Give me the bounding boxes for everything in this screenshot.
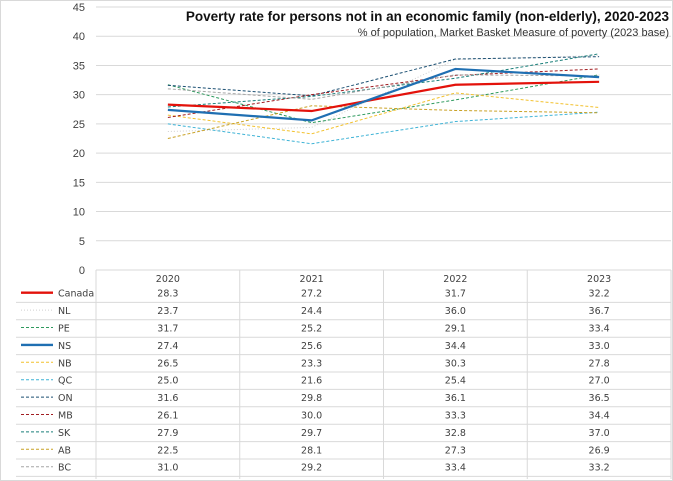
y-tick-label: 10 — [73, 207, 85, 219]
table-cell-value: 31.0 — [157, 463, 178, 474]
table-cell-value: 36.0 — [445, 306, 466, 317]
table-cell-value: 31.7 — [445, 289, 466, 300]
series-line-qc — [167, 111, 600, 145]
data-table: 2020 2021 2022 2023 Canada 28.3 27.2 31.7 32.2 NL… — [16, 270, 672, 479]
table-cell-value: 29.7 — [301, 428, 322, 439]
table-cell-value: 31.6 — [157, 393, 178, 404]
legend-label: QC — [58, 376, 72, 387]
y-tick-label: 40 — [73, 31, 85, 43]
table-cell-value: 25.0 — [157, 376, 178, 387]
table-cell-value: 29.8 — [301, 393, 322, 404]
legend-label: MB — [58, 411, 73, 422]
table-header-year: 2021 — [300, 274, 324, 285]
series-line-pe — [167, 74, 600, 124]
table-cell-value: 24.4 — [301, 306, 322, 317]
table-cell-value: 26.1 — [157, 411, 178, 422]
table-cell-value: 27.4 — [157, 341, 178, 352]
table-header-year: 2020 — [156, 274, 180, 285]
table-cell-value: 25.2 — [301, 324, 322, 335]
series-line-on — [167, 56, 600, 97]
legend-label: ON — [58, 393, 73, 404]
legend-label: NS — [58, 341, 71, 352]
table-cell-value: 34.4 — [589, 411, 610, 422]
chart-title: Poverty rate for persons not in an econo… — [186, 9, 670, 24]
table-header-year: 2023 — [587, 274, 611, 285]
y-tick-label: 45 — [73, 2, 85, 14]
chart-subtitle: % of population, Market Basket Measure o… — [358, 27, 669, 39]
series-line-ab — [167, 105, 600, 139]
table-cell-value: 22.5 — [157, 445, 178, 456]
legend-label: PE — [58, 324, 70, 335]
table-cell-value: 27.9 — [157, 428, 178, 439]
table-cell-value: 30.0 — [301, 411, 322, 422]
table-cell-value: 29.2 — [301, 463, 322, 474]
table-cell-value: 28.3 — [157, 289, 178, 300]
table-cell-value: 26.5 — [157, 358, 178, 369]
series-line-canada — [167, 80, 600, 113]
y-tick-label: 20 — [73, 148, 85, 160]
table-cell-value: 33.4 — [445, 463, 466, 474]
table-cell-value: 23.7 — [157, 306, 178, 317]
table-cell-value: 25.4 — [445, 376, 466, 387]
legend-label: NL — [58, 306, 71, 317]
legend-label: SK — [58, 428, 71, 439]
table-cell-value: 21.6 — [301, 376, 322, 387]
table-cell-value: 32.2 — [589, 289, 610, 300]
series-line-nb — [167, 92, 600, 135]
series-line-ns — [167, 67, 600, 122]
table-cell-value: 36.1 — [445, 393, 466, 404]
table-cell-value: 27.8 — [589, 358, 610, 369]
y-tick-label: 15 — [73, 177, 85, 189]
table-cell-value: 33.0 — [589, 341, 610, 352]
table-cell-value: 34.4 — [445, 341, 466, 352]
table-cell-value: 29.1 — [445, 324, 466, 335]
table-cell-value: 27.2 — [301, 289, 322, 300]
table-cell-value: 26.9 — [589, 445, 610, 456]
series-line-nl — [167, 55, 600, 132]
y-tick-label: 5 — [79, 236, 85, 248]
table-cell-value: 33.3 — [445, 411, 466, 422]
table-cell-value: 33.4 — [589, 324, 610, 335]
y-tick-label: 0 — [79, 265, 85, 277]
y-tick-label: 25 — [73, 119, 85, 131]
table-cell-value: 33.2 — [589, 463, 610, 474]
series-line-bc — [167, 74, 600, 100]
table-cell-value: 28.1 — [301, 445, 322, 456]
legend-label: AB — [58, 445, 71, 456]
table-cell-value: 36.5 — [589, 393, 610, 404]
legend-label: BC — [58, 463, 71, 474]
legend-label: Canada — [58, 289, 94, 300]
y-tick-label: 30 — [73, 90, 85, 102]
table-cell-value: 27.3 — [445, 445, 466, 456]
y-axis: 0 5 10 15 20 25 30 35 40 45 — [73, 2, 85, 277]
table-header-year: 2022 — [443, 274, 467, 285]
table-cell-value: 32.8 — [445, 428, 466, 439]
table-cell-value: 25.6 — [301, 341, 322, 352]
table-cell-value: 31.7 — [157, 324, 178, 335]
gridlines — [96, 6, 671, 271]
legend-label: NB — [58, 358, 72, 369]
table-cell-value: 36.7 — [589, 306, 610, 317]
table-cell-value: 30.3 — [445, 358, 466, 369]
y-tick-label: 35 — [73, 60, 85, 72]
table-cell-value: 23.3 — [301, 358, 322, 369]
series-line-mb — [167, 68, 600, 118]
table-cell-value: 27.0 — [589, 376, 610, 387]
series-lines — [167, 53, 600, 145]
table-cell-value: 37.0 — [589, 428, 610, 439]
